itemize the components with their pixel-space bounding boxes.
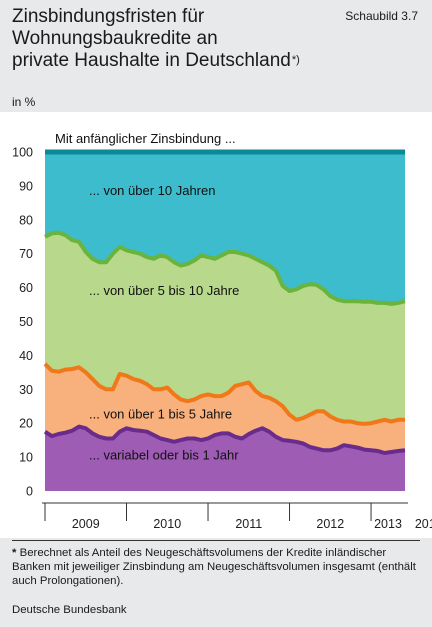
title-line-2: Wohnungsbaukredite an (12, 28, 218, 49)
line-1-bis-5-jahre (43, 362, 405, 426)
footer-divider (12, 540, 420, 541)
unit-label: in % (12, 95, 36, 109)
footnote: * Berechnet als Anteil des Neugeschäftsv… (12, 546, 422, 588)
footnote-mark: *) (291, 54, 300, 66)
y-tick-label-40: 40 (19, 349, 33, 363)
y-tick-label-30: 30 (19, 383, 33, 397)
footnote-star: * (12, 547, 17, 559)
stacked-area-chart: 0 10 20 30 40 50 60 70 80 90 100 2009 2010 2011 2012 20… (0, 112, 432, 538)
y-tick-label-60: 60 (19, 281, 33, 295)
x-tick-label-2011: 2011 (235, 517, 262, 531)
y-tick-label-20: 20 (19, 417, 33, 431)
band-variabel-bis-1-jahr (45, 426, 405, 491)
title-line-3-text: private Haushalte in Deutschland (12, 50, 291, 71)
band-1-bis-5-jahre (45, 363, 405, 453)
y-tick-label-10: 10 (19, 451, 33, 465)
chart-heading: Mit anfänglicher Zinsbindung ... (55, 131, 236, 146)
source-note: Deutsche Bundesbank (12, 604, 127, 616)
x-tick-label-2013: 2013 (374, 517, 402, 531)
figure-number: Schaubild 3.7 (345, 9, 418, 23)
x-tick-label-2014: 2014 (415, 517, 432, 531)
label-1-bis-5-jahre: ... von über 1 bis 5 Jahre (89, 407, 232, 422)
band-5-bis-10-jahre (45, 232, 405, 424)
label-5-bis-10-jahre: ... von über 5 bis 10 Jahre (89, 283, 239, 298)
y-tick-label-100: 100 (12, 146, 33, 160)
x-tick-label-2009: 2009 (72, 517, 100, 531)
title-line-1: Zinsbindungsfristen für (12, 6, 205, 27)
y-tick-label-50: 50 (19, 315, 33, 329)
x-tick-label-2010: 2010 (153, 517, 181, 531)
y-tick-label-0: 0 (26, 485, 33, 499)
x-tick-label-2012: 2012 (316, 517, 344, 531)
footnote-text: Berechnet als Anteil des Neugeschäftsvol… (12, 547, 416, 587)
y-tick-label-70: 70 (19, 247, 33, 261)
line-bis-1-jahr (43, 424, 406, 455)
title-line-3: private Haushalte in Deutschland*) (12, 50, 342, 72)
band-ueber-10-jahre (45, 152, 405, 304)
line-5-bis-10-jahre (44, 230, 406, 306)
y-tick-label-90: 90 (19, 179, 33, 193)
label-variabel-bis-1-jahr: ... variabel oder bis 1 Jahr (89, 447, 239, 462)
chart-title: Zinsbindungsfristen für Wohnungsbaukredi… (12, 6, 342, 72)
y-tick-label-80: 80 (19, 213, 33, 227)
label-ueber-10-jahre: ... von über 10 Jahren (89, 183, 215, 198)
